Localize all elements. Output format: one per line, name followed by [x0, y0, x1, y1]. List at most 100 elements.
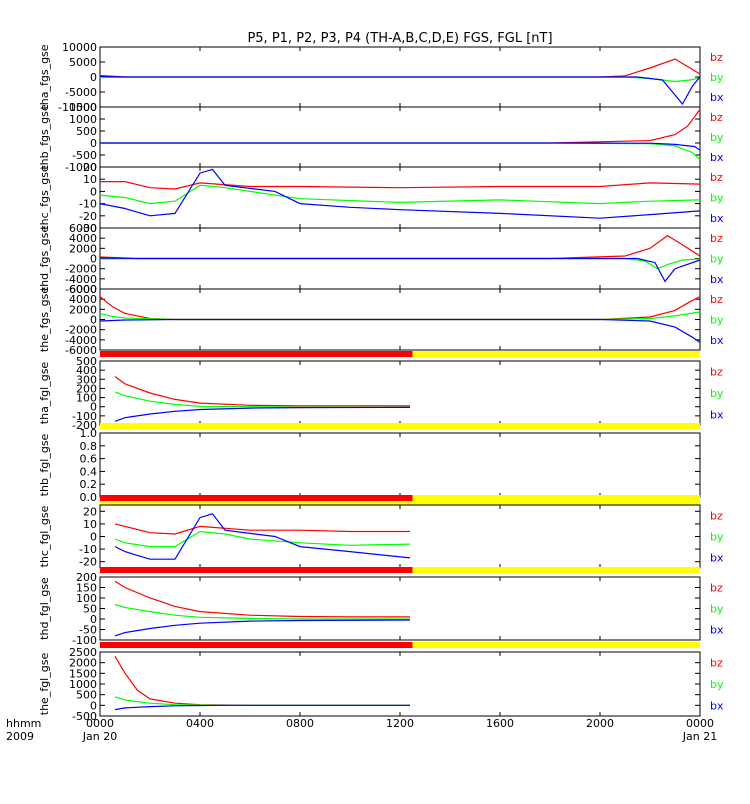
panel-frame — [99, 360, 701, 426]
y-tick-label: 1500 — [69, 667, 97, 680]
y-tick-label: 100 — [76, 392, 97, 405]
y-axis-label: thd_fgl_gse — [38, 577, 51, 640]
series-line-bx — [114, 619, 411, 637]
x-date-label: Jan 21 — [682, 730, 717, 743]
series-line-bx — [99, 318, 701, 343]
x-tick-label: 1200 — [386, 717, 414, 730]
series-line-bx — [114, 406, 411, 422]
legend-bz: bz — [710, 510, 723, 523]
y-tick-label: 2000 — [69, 303, 97, 316]
legend-bz: bz — [710, 293, 723, 306]
y-tick-label: 300 — [76, 373, 97, 386]
y-tick-label: -10000 — [58, 101, 97, 114]
legend-bz: bz — [710, 232, 723, 245]
quality-bar-none — [412, 351, 700, 357]
legend-bx: bx — [710, 91, 724, 104]
y-axis-label: thc_fgs_gse — [38, 165, 51, 230]
x-tick-label: 1600 — [486, 717, 514, 730]
legend-bx: bx — [710, 212, 724, 225]
series-line-by — [99, 257, 701, 270]
panel-frame — [99, 651, 701, 717]
y-axis-label: thb_fgs_gse — [38, 104, 51, 170]
y-axis-label: thd_fgs_gse — [38, 226, 51, 292]
quality-bar-none — [412, 642, 700, 648]
legend-by: by — [710, 253, 724, 266]
y-tick-label: 2500 — [69, 646, 97, 659]
x-tick-label: 0000 — [686, 717, 714, 730]
y-tick-label: 100 — [76, 592, 97, 605]
y-tick-label: -1000 — [65, 161, 97, 174]
y-tick-label: 0 — [90, 253, 97, 266]
x-tick-label: 2000 — [586, 717, 614, 730]
x-date-label: Jan 20 — [82, 730, 117, 743]
y-tick-label: -500 — [72, 149, 97, 162]
y-tick-label: 0 — [90, 314, 97, 327]
quality-bar-good — [100, 351, 413, 357]
y-tick-label: -50 — [79, 624, 97, 637]
legend-by: by — [710, 603, 724, 616]
y-tick-label: -200 — [72, 419, 97, 432]
legend-by: by — [710, 387, 724, 400]
y-tick-label: 500 — [76, 689, 97, 702]
legend-bx: bx — [710, 408, 724, 421]
series-line-bx — [100, 142, 701, 151]
series-line-bz — [99, 296, 701, 321]
y-axis-label: the_fgs_gse — [38, 287, 51, 352]
series-line-bx — [99, 168, 701, 219]
series-line-bz — [114, 523, 410, 535]
y-tick-label: 1.0 — [80, 427, 98, 440]
series-line-by — [100, 142, 701, 161]
y-tick-label: 6000 — [69, 283, 97, 296]
legend-bx: bx — [710, 273, 724, 286]
quality-bar-none — [100, 423, 700, 429]
x-tick-label: 0000 — [86, 717, 114, 730]
y-tick-label: 200 — [76, 382, 97, 395]
legend-bx: bx — [710, 699, 724, 712]
y-tick-label: 0 — [90, 401, 97, 414]
series-line-by — [99, 184, 701, 205]
legend-by: by — [710, 192, 724, 205]
series-line-bz — [100, 181, 701, 190]
y-tick-label: -2000 — [65, 324, 97, 337]
panel-frame — [99, 576, 701, 641]
legend-bx: bx — [710, 334, 724, 347]
chart-title: P5, P1, P2, P3, P4 (TH-A,B,C,D,E) FGS, F… — [247, 31, 552, 46]
legend-by: by — [710, 131, 724, 144]
series-line-bz — [99, 234, 701, 260]
series-line-by — [114, 603, 410, 620]
quality-bar-none — [412, 495, 700, 501]
legend-bz: bz — [710, 51, 723, 64]
panel-frame — [99, 504, 701, 569]
panel-frame — [99, 432, 701, 498]
series-line-bz — [114, 376, 410, 407]
y-tick-label: 400 — [76, 364, 97, 377]
y-tick-label: 1000 — [69, 678, 97, 691]
legend-by: by — [710, 314, 724, 327]
quality-bar-good — [100, 495, 413, 501]
y-tick-label: 0 — [90, 71, 97, 84]
y-tick-label: -10 — [79, 543, 97, 556]
footer-hhmm: hhmm — [6, 717, 41, 730]
series-line-bx — [99, 257, 701, 283]
series-line-bx — [114, 513, 411, 560]
y-tick-label: 2000 — [69, 242, 97, 255]
y-tick-label: -500 — [72, 710, 97, 723]
y-tick-label: -30 — [79, 222, 97, 235]
y-tick-label: -10 — [79, 198, 97, 211]
y-tick-label: -6000 — [65, 283, 97, 296]
y-tick-label: 0.4 — [80, 465, 98, 478]
y-tick-label: 10 — [83, 518, 97, 531]
legend-bx: bx — [710, 151, 724, 164]
series-line-bx — [114, 704, 410, 711]
series-line-bx — [99, 75, 701, 106]
y-tick-label: 0.8 — [80, 440, 98, 453]
y-tick-label: -4000 — [65, 334, 97, 347]
y-tick-label: 0.0 — [80, 491, 98, 504]
y-tick-label: 20 — [83, 161, 97, 174]
y-axis-label: tha_fgl_gse — [38, 362, 51, 425]
